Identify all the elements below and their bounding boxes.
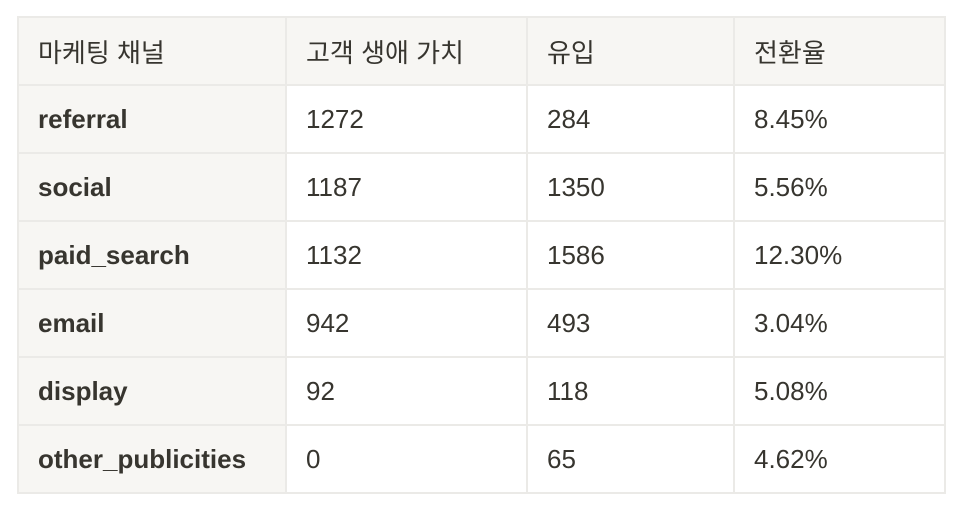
cell-ltv[interactable]: 1132	[285, 220, 528, 290]
table-row: referral 1272 284 8.45%	[17, 84, 946, 154]
cell-conversion-rate[interactable]: 5.08%	[733, 356, 946, 426]
cell-channel[interactable]: display	[17, 356, 287, 426]
table-row: display 92 118 5.08%	[17, 356, 946, 426]
cell-channel[interactable]: social	[17, 152, 287, 222]
cell-conversion-rate[interactable]: 5.56%	[733, 152, 946, 222]
table-row: paid_search 1132 1586 12.30%	[17, 220, 946, 290]
cell-channel[interactable]: paid_search	[17, 220, 287, 290]
header-cell-inflow[interactable]: 유입	[526, 16, 735, 86]
cell-inflow[interactable]: 1586	[526, 220, 735, 290]
cell-ltv[interactable]: 942	[285, 288, 528, 358]
table-row: social 1187 1350 5.56%	[17, 152, 946, 222]
cell-channel[interactable]: other_publicities	[17, 424, 287, 494]
header-cell-ltv[interactable]: 고객 생애 가치	[285, 16, 528, 86]
table-row: other_publicities 0 65 4.62%	[17, 424, 946, 494]
cell-conversion-rate[interactable]: 8.45%	[733, 84, 946, 154]
cell-conversion-rate[interactable]: 4.62%	[733, 424, 946, 494]
cell-ltv[interactable]: 1272	[285, 84, 528, 154]
cell-inflow[interactable]: 284	[526, 84, 735, 154]
cell-inflow[interactable]: 118	[526, 356, 735, 426]
cell-channel[interactable]: referral	[17, 84, 287, 154]
cell-conversion-rate[interactable]: 12.30%	[733, 220, 946, 290]
cell-inflow[interactable]: 65	[526, 424, 735, 494]
cell-inflow[interactable]: 493	[526, 288, 735, 358]
table-row: email 942 493 3.04%	[17, 288, 946, 358]
table-header-row: 마케팅 채널 고객 생애 가치 유입 전환율	[17, 16, 946, 86]
cell-ltv[interactable]: 92	[285, 356, 528, 426]
data-table-container: 마케팅 채널 고객 생애 가치 유입 전환율 referral 1272 284…	[17, 16, 946, 494]
header-cell-conversion-rate[interactable]: 전환율	[733, 16, 946, 86]
cell-ltv[interactable]: 1187	[285, 152, 528, 222]
header-cell-channel[interactable]: 마케팅 채널	[17, 16, 287, 86]
cell-conversion-rate[interactable]: 3.04%	[733, 288, 946, 358]
cell-inflow[interactable]: 1350	[526, 152, 735, 222]
cell-ltv[interactable]: 0	[285, 424, 528, 494]
marketing-channel-table: 마케팅 채널 고객 생애 가치 유입 전환율 referral 1272 284…	[17, 16, 946, 494]
cell-channel[interactable]: email	[17, 288, 287, 358]
